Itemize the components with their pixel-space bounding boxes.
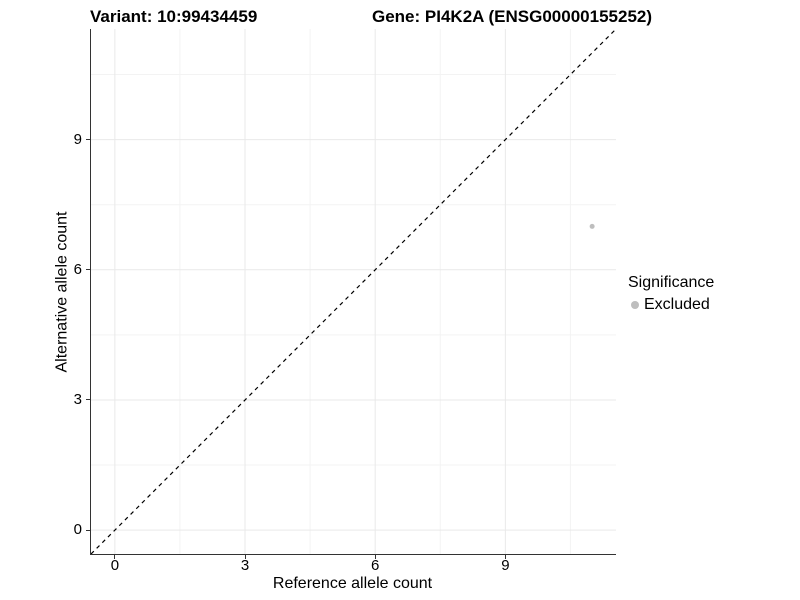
y-tick-mark xyxy=(86,399,90,401)
gene-title: Gene: PI4K2A (ENSG00000155252) xyxy=(372,7,653,26)
x-axis-title: Reference allele count xyxy=(272,575,433,592)
excluded-point-swatch xyxy=(631,300,639,309)
x-tick-label: 9 xyxy=(501,557,510,574)
data-point xyxy=(589,223,595,229)
identity-reference-line xyxy=(91,29,616,554)
y-tick-mark xyxy=(86,269,90,271)
x-tick-label: 0 xyxy=(110,557,120,574)
y-tick-label: 3 xyxy=(73,390,82,408)
y-axis-title: Alternative allele count xyxy=(53,211,71,373)
variant-title: Variant: 10:99434459 xyxy=(90,7,258,26)
y-tick-label: 6 xyxy=(73,260,82,278)
plot-panel xyxy=(90,29,616,555)
legend-item-excluded: Excluded xyxy=(628,295,714,314)
x-tick-mark xyxy=(504,555,506,559)
legend-title: Significance xyxy=(628,274,715,291)
y-tick-mark xyxy=(86,139,90,141)
legend-item-label: Excluded xyxy=(644,296,710,313)
x-tick-mark xyxy=(244,555,246,559)
legend: Significance Excluded xyxy=(628,273,714,314)
y-tick-label: 0 xyxy=(73,521,82,539)
x-tick-label: 6 xyxy=(371,557,380,574)
y-tick-label: 9 xyxy=(73,130,82,148)
x-tick-mark xyxy=(114,555,116,559)
x-tick-mark xyxy=(374,555,376,559)
y-tick-mark xyxy=(86,529,90,531)
plot-area-svg xyxy=(91,29,616,554)
x-tick-label: 3 xyxy=(240,557,250,574)
